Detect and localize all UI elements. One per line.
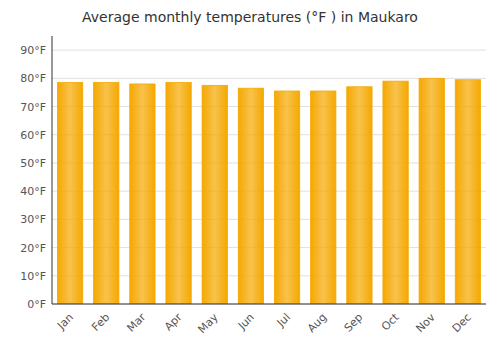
bar (274, 91, 299, 304)
bar (419, 78, 444, 304)
bar (202, 85, 227, 304)
y-axis: 0°F 10°F 20°F 30°F 40°F 50°F 60°F 70°F 80°F 90°F (20, 44, 486, 311)
y-tick-label: 90°F (20, 44, 46, 57)
bar (238, 88, 263, 304)
y-tick-label: 60°F (20, 129, 46, 142)
x-tick-label: Jun (235, 311, 257, 333)
bar (130, 84, 155, 304)
y-tick-label: 50°F (20, 157, 46, 170)
grid-line (52, 304, 486, 305)
y-tick-label: 20°F (20, 242, 46, 255)
x-tick-label: Oct (379, 310, 402, 333)
y-tick-label: 80°F (20, 72, 46, 85)
bars (57, 78, 480, 304)
bar (94, 83, 119, 304)
y-tick-label: 0°F (27, 298, 46, 311)
x-tick-label: Mar (125, 310, 149, 334)
chart-svg: Average monthly temperatures (°F ) in Ma… (0, 0, 500, 350)
x-tick-label: Aug (305, 311, 329, 335)
bar (57, 83, 82, 304)
x-axis-line (52, 304, 486, 305)
y-tick-label: 40°F (20, 185, 46, 198)
x-axis: Jan Feb Mar Apr May Jun Jul Aug Sep Oct Nov Dec (54, 310, 474, 336)
bar (383, 81, 408, 304)
x-tick-label: Jul (274, 311, 293, 330)
x-tick-label: Dec (450, 311, 474, 335)
y-tick-label: 70°F (20, 101, 46, 114)
x-tick-label: Feb (89, 311, 112, 334)
bar (166, 83, 191, 304)
bar (311, 91, 336, 304)
x-tick-label: Sep (342, 311, 366, 335)
x-tick-label: Jan (54, 311, 76, 333)
chart-container: Average monthly temperatures (°F ) in Ma… (0, 0, 500, 350)
grid-line (52, 50, 486, 51)
chart-title: Average monthly temperatures (°F ) in Ma… (82, 9, 418, 25)
bar (455, 80, 480, 304)
x-tick-label: Apr (162, 310, 185, 333)
y-tick-label: 10°F (20, 270, 46, 283)
x-tick-label: Nov (413, 310, 438, 335)
y-tick-label: 30°F (20, 213, 46, 226)
y-axis-line (52, 36, 53, 304)
bar (347, 87, 372, 304)
x-tick-label: May (195, 310, 221, 336)
